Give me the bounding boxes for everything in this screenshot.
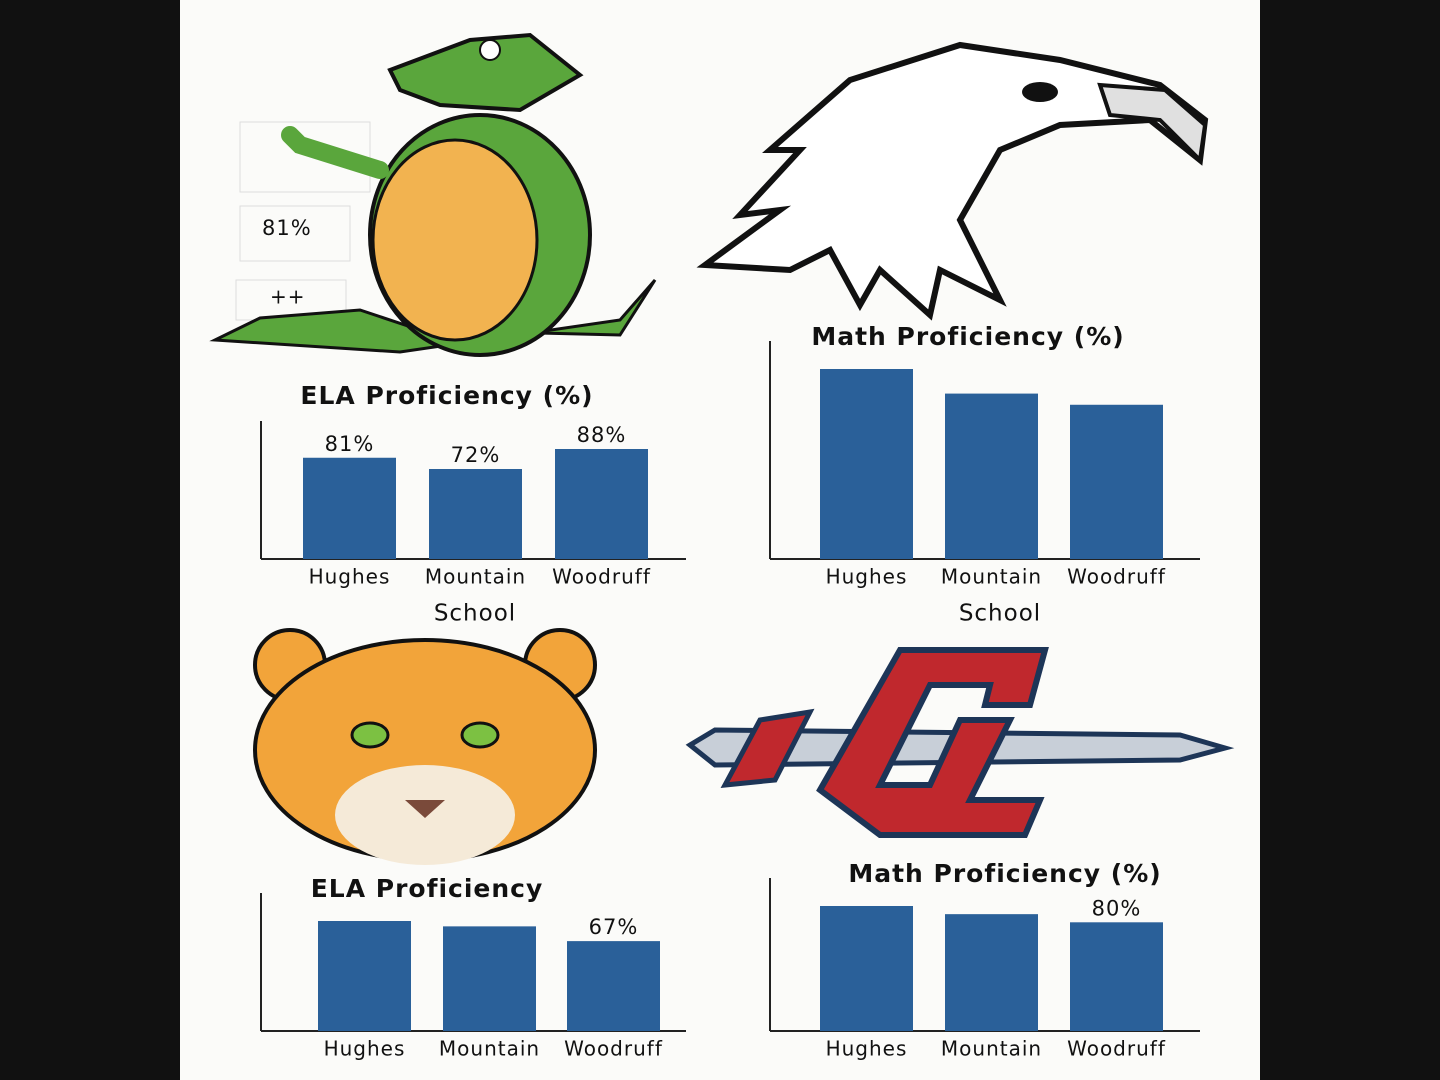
chart-title: Math Proficiency (%) — [811, 322, 1124, 351]
side-bar — [0, 0, 180, 1080]
x-axis-label: School — [959, 601, 1041, 627]
x-tick-label: Woodruff — [1067, 1037, 1166, 1061]
x-tick-label: Mountain — [439, 1037, 540, 1061]
bar — [820, 906, 913, 1031]
tiger-nose — [405, 800, 445, 818]
chart-title: ELA Proficiency — [311, 874, 544, 903]
bar — [555, 449, 648, 559]
gator-eye — [479, 39, 501, 61]
gator-mascot: 81% ++ — [209, 32, 657, 357]
gator-belly — [371, 138, 539, 342]
x-tick-label: Hughes — [826, 565, 908, 589]
bar — [1070, 922, 1163, 1031]
bar — [1070, 404, 1163, 559]
ghost-box — [239, 121, 371, 193]
side-bar — [1260, 0, 1440, 1080]
eagle-eye — [1022, 82, 1058, 102]
bar — [303, 457, 396, 559]
x-tick-label: Mountain — [425, 565, 526, 589]
sword-logo — [685, 647, 1235, 838]
bar — [945, 393, 1038, 559]
tiger-eye — [350, 721, 390, 749]
bar — [567, 941, 660, 1031]
logo-letters — [816, 647, 1049, 838]
x-tick-label: Mountain — [941, 565, 1042, 589]
bar — [443, 926, 536, 1031]
data-label: 80% — [1092, 896, 1142, 920]
data-label: 81% — [325, 432, 375, 456]
gator-arm — [281, 126, 389, 179]
x-tick-label: Woodruff — [564, 1037, 663, 1061]
chart-title: Math Proficiency (%) — [848, 859, 1161, 888]
tiger-mascot — [253, 628, 597, 865]
eagle-beak — [1097, 82, 1208, 165]
ghost-box — [239, 205, 351, 262]
bar — [820, 369, 913, 559]
gator-head — [387, 32, 584, 113]
annotation: 81% — [262, 216, 312, 240]
x-tick-label: Hughes — [826, 1037, 908, 1061]
bar — [945, 914, 1038, 1031]
x-tick-label: Hughes — [324, 1037, 406, 1061]
chart-title: ELA Proficiency (%) — [300, 381, 593, 410]
annotation: ++ — [270, 285, 306, 309]
data-label: 67% — [589, 915, 639, 939]
x-tick-label: Woodruff — [552, 565, 651, 589]
bar — [429, 469, 522, 559]
data-label: 88% — [577, 423, 627, 447]
x-tick-label: Hughes — [309, 565, 391, 589]
eagle-mascot — [696, 41, 1209, 321]
data-label: 72% — [451, 443, 501, 467]
x-axis-label: School — [434, 601, 516, 627]
tiger-eye — [460, 721, 500, 749]
bar — [318, 921, 411, 1031]
x-tick-label: Woodruff — [1067, 565, 1166, 589]
sword-guard — [720, 708, 815, 788]
x-tick-label: Mountain — [941, 1037, 1042, 1061]
